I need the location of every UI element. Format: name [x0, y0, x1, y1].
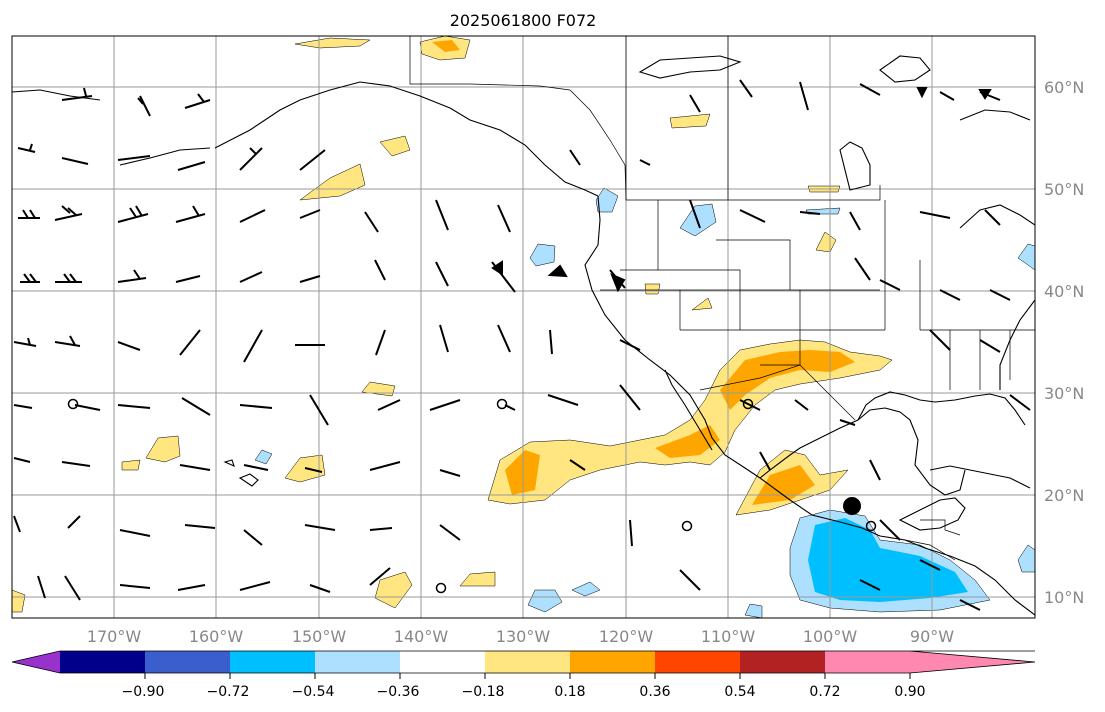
neg-core-caribbean: [808, 518, 968, 602]
map-title: 2025061800 F072: [450, 11, 597, 30]
map-frame: [11, 35, 1036, 619]
lon-label-100w: 100°W: [803, 627, 858, 646]
shaded-field: [12, 36, 1035, 618]
colorbar-tick-label-4: −0.36: [377, 684, 420, 700]
neg-region-ne: [1017, 243, 1035, 271]
lon-label-90w: 90°W: [910, 627, 954, 646]
lon-label-140w: 140°W: [394, 627, 449, 646]
pos-core-southwest: [505, 350, 855, 495]
lon-label-150w: 150°W: [292, 627, 347, 646]
pos-region-yukon: [379, 135, 411, 157]
pos-region-chukchi: [294, 37, 371, 49]
lat-label-10: 10°N: [1044, 588, 1084, 607]
colorbar-tick-label-3: −0.54: [292, 684, 335, 700]
lon-label-110w: 110°W: [701, 627, 756, 646]
neg-region-gulf: [744, 603, 763, 618]
location-marker: [843, 497, 861, 515]
neg-region-pnw: [595, 187, 619, 213]
pos-region-south-2: [459, 571, 496, 587]
pos-region-small-2: [691, 297, 713, 311]
colorbar-segment-6: [485, 651, 570, 673]
colorbar-segment-1: [60, 651, 145, 673]
colorbar-tick-label-8: 0.54: [724, 684, 755, 700]
colorbar-tick-label-7: 0.36: [639, 684, 670, 700]
colorbar-tick-label-1: −0.90: [122, 684, 165, 700]
pos-region-south-1: [374, 571, 413, 609]
colorbar-tick-label-5: −0.18: [462, 684, 505, 700]
map-panel: [12, 36, 1035, 618]
colorbar-segment-4: [315, 651, 400, 673]
colorbar-segment-3: [230, 651, 315, 673]
pos-region-subtropic-2: [145, 435, 181, 463]
colorbar-tick-label-6: 0.18: [554, 684, 585, 700]
pos-region-gulf-alaska: [299, 163, 366, 201]
neg-region-tropic-2: [571, 581, 601, 597]
neg-region-east: [1017, 544, 1035, 573]
colorbar-segment-10: [825, 651, 910, 673]
colorbar-segment-8: [655, 651, 740, 673]
lat-label-60: 60°N: [1044, 78, 1084, 97]
lon-label-130w: 130°W: [496, 627, 551, 646]
colorbar: −0.90 −0.72 −0.54 −0.36 −0.18 0.18 0.36 …: [11, 650, 1036, 700]
colorbar-tick-label-2: −0.72: [207, 684, 250, 700]
pos-region-small-3: [815, 231, 837, 253]
colorbar-segment-7: [570, 651, 655, 673]
neg-region-hawaii: [254, 449, 273, 465]
lon-label-170w: 170°W: [87, 627, 142, 646]
colorbar-extend-low: [12, 651, 60, 673]
neg-region-tropic-1: [527, 589, 563, 613]
colorbar-extend-high: [910, 651, 1035, 673]
calm-markers: [67, 398, 877, 594]
lon-label-160w: 160°W: [189, 627, 244, 646]
lat-label-30: 30°N: [1044, 384, 1084, 403]
borders: [409, 36, 1035, 561]
colorbar-segment-2: [145, 651, 230, 673]
longitude-labels: 170°W 160°W 150°W 140°W 130°W 120°W 110°…: [87, 627, 954, 646]
lat-label-50: 50°N: [1044, 180, 1084, 199]
pos-region-small-4: [644, 283, 661, 295]
colorbar-segment-9: [740, 651, 825, 673]
colorbar-tick-label-9: 0.72: [809, 684, 840, 700]
lat-label-20: 20°N: [1044, 486, 1084, 505]
pos-region-southwest: [487, 339, 893, 505]
pos-region-small-1: [121, 459, 141, 471]
colorbar-ticks: [144, 673, 911, 679]
wind-barbs: [13, 79, 1031, 611]
coastlines: [12, 55, 1035, 616]
lat-label-40: 40°N: [1044, 282, 1084, 301]
latitude-labels: 60°N 50°N 40°N 30°N 20°N 10°N: [1044, 78, 1084, 607]
colorbar-tick-label-10: 0.90: [894, 684, 925, 700]
pos-region-nwt: [669, 113, 711, 129]
lon-label-120w: 120°W: [599, 627, 654, 646]
pos-core-alaska-north: [432, 40, 460, 52]
pos-region-edge: [12, 589, 26, 613]
neg-region-calcoast: [529, 243, 556, 267]
colorbar-segment-5: [400, 651, 485, 673]
